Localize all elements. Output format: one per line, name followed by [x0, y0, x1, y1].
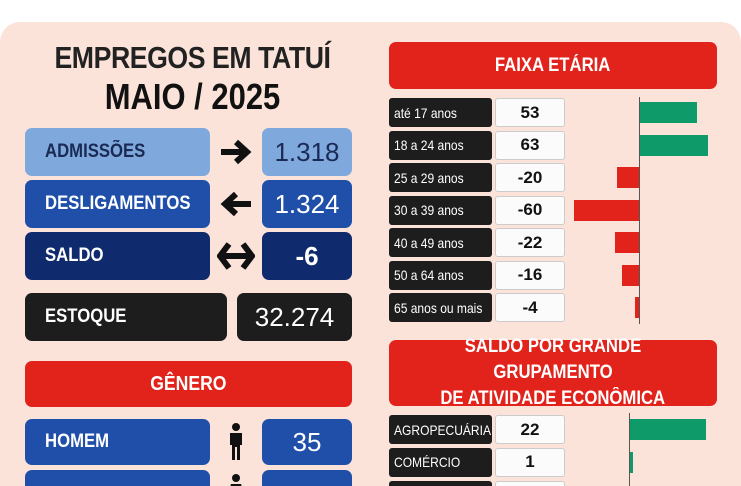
- bar-value-label: -60: [495, 195, 565, 225]
- bar: [630, 451, 634, 473]
- estoque-label: ESTOQUE: [25, 293, 227, 341]
- bar: [640, 134, 709, 156]
- bar-value-label: 1: [495, 447, 565, 477]
- bar-label: 18 a 24 anos: [389, 130, 492, 160]
- mulher-label: [25, 470, 210, 486]
- bar-value-label: -22: [495, 228, 565, 257]
- bar-label: AGROPECUÁRIA: [389, 415, 492, 444]
- admissoes-value: 1.318: [262, 128, 352, 176]
- double-arrow-icon: [215, 232, 257, 280]
- genero-title: GÊNERO: [25, 361, 352, 407]
- bar-value-label: -20: [495, 163, 565, 192]
- grupamento-value-partial: [495, 481, 565, 486]
- bar: [640, 102, 698, 123]
- grupamento-label-partial: [389, 481, 492, 486]
- page-subtitle: MAIO / 2025: [104, 76, 281, 117]
- bar-value-label: -16: [495, 260, 565, 290]
- desligamentos-label: DESLIGAMENTOS: [25, 180, 210, 228]
- faixa-etaria-title: FAIXA ETÁRIA: [389, 42, 717, 89]
- faixa-axis: [639, 97, 640, 324]
- bar: [615, 232, 639, 253]
- woman-icon: [215, 470, 257, 486]
- bar-label: 40 a 49 anos: [389, 228, 492, 257]
- bar: [574, 199, 639, 221]
- arrow-left-icon: [215, 180, 257, 228]
- bar-value-label: 22: [495, 415, 565, 444]
- estoque-value: 32.274: [237, 293, 352, 341]
- mulher-value: [262, 470, 352, 486]
- bar-label: 65 anos ou mais: [389, 293, 492, 322]
- bar-value-label: -4: [495, 293, 565, 322]
- bar: [617, 167, 639, 188]
- bar-label: 25 a 29 anos: [389, 163, 492, 192]
- homem-label: HOMEM: [25, 419, 210, 465]
- bar-label: 50 a 64 anos: [389, 260, 492, 290]
- homem-value: 35: [262, 419, 352, 465]
- bar-label: COMÉRCIO: [389, 447, 492, 477]
- saldo-value: -6: [262, 232, 352, 280]
- admissoes-label: ADMISSÕES: [25, 128, 210, 176]
- bar-label: 30 a 39 anos: [389, 195, 492, 225]
- bar-label: até 17 anos: [389, 98, 492, 127]
- arrow-right-icon: [215, 128, 257, 176]
- grupamento-title: SALDO POR GRANDE GRUPAMENTO DE ATIVIDADE…: [389, 336, 717, 409]
- bar: [634, 297, 639, 318]
- bar: [630, 419, 706, 440]
- desligamentos-value: 1.324: [262, 180, 352, 228]
- saldo-label: SALDO: [25, 232, 210, 280]
- bar-value-label: 63: [495, 130, 565, 160]
- bar: [621, 264, 639, 286]
- grupamento-axis: [629, 413, 630, 486]
- man-icon: [215, 419, 257, 465]
- bar-value-label: 53: [495, 98, 565, 127]
- page-title: EMPREGOS EM TATUÍ: [54, 40, 331, 75]
